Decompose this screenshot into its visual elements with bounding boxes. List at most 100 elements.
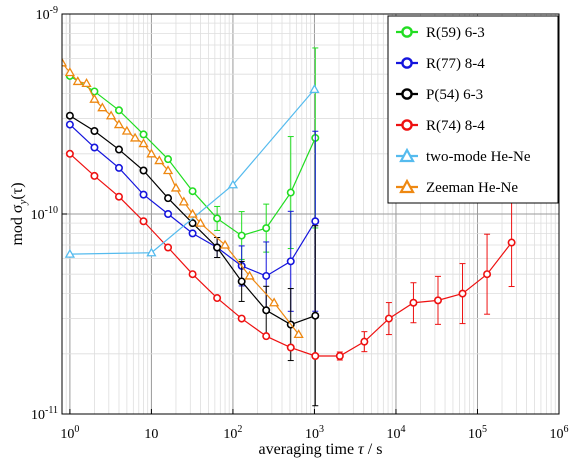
data-point (188, 270, 197, 279)
legend-marker (401, 88, 413, 100)
data-point (507, 238, 516, 247)
legend-label: two-mode He-Ne (426, 149, 531, 165)
legend-marker (399, 178, 415, 194)
x-tick-exponent: 0 (74, 424, 79, 435)
x-tick-base: 10 (386, 427, 400, 442)
data-point (164, 210, 173, 219)
data-point (97, 102, 108, 112)
x-tick-base: 10 (60, 427, 74, 442)
y-axis-label-suffix: (τ) (9, 182, 26, 199)
series-5 (62, 57, 304, 339)
data-point (195, 217, 206, 227)
legend-item: R(74) 8-4 (396, 118, 485, 134)
x-tick-label: 104 (386, 424, 405, 442)
data-point (121, 125, 132, 135)
y-axis-label-subscript: y (17, 199, 29, 205)
data-point (65, 111, 74, 120)
data-point (262, 271, 271, 280)
data-point (311, 351, 320, 360)
data-point (170, 182, 182, 192)
x-tick-base: 10 (305, 427, 319, 442)
data-point (178, 196, 189, 206)
x-tick-base: 10 (223, 427, 237, 442)
data-point (262, 332, 271, 341)
data-point (384, 314, 393, 323)
x-axis-label-suffix: / s (364, 441, 383, 458)
data-point (72, 76, 83, 86)
y-tick-exponent: -11 (45, 405, 58, 416)
data-point (162, 165, 174, 175)
series-line (69, 88, 315, 255)
legend-marker (401, 26, 413, 38)
x-axis-label: averaging time τ / s (259, 441, 383, 458)
data-point (268, 297, 280, 307)
data-point (237, 231, 246, 240)
data-point (90, 127, 99, 136)
data-point (309, 84, 320, 94)
data-point (286, 257, 295, 266)
x-tick-exponent: 6 (564, 424, 569, 435)
y-tick-label: 10-10 (31, 205, 58, 223)
y-tick-base: 10 (31, 208, 45, 223)
data-point (244, 270, 255, 280)
data-point (64, 67, 76, 77)
x-axis-label-prefix: averaging time (259, 441, 359, 458)
data-point (458, 289, 467, 298)
x-tick-label: 102 (223, 424, 242, 442)
y-tick-exponent: -10 (45, 205, 58, 216)
data-point (114, 145, 123, 154)
data-point (139, 130, 148, 139)
legend-label: R(77) 8-4 (426, 56, 485, 72)
data-point (483, 270, 492, 279)
x-tick-label: 10 (144, 427, 158, 442)
y-tick-label: 10-9 (36, 5, 58, 23)
data-point (213, 214, 222, 223)
y-tick-base: 10 (31, 408, 45, 423)
data-point (335, 351, 344, 360)
series-4 (64, 84, 320, 258)
data-point (139, 190, 148, 199)
data-point (138, 138, 149, 148)
legend: R(59) 6-3 R(77) 8-4 P(54) 6-3 R(74) 8-4 two-… (387, 15, 559, 204)
y-axis-label: mod σy(τ) (9, 182, 29, 245)
data-point (62, 57, 68, 67)
data-point (237, 314, 246, 323)
data-point (293, 329, 304, 339)
data-point (227, 179, 239, 189)
x-tick-label: 105 (468, 424, 487, 442)
data-point (65, 149, 74, 158)
legend-item: Zeeman He-Ne (396, 178, 518, 196)
x-tick-label: 100 (60, 424, 79, 442)
data-point (188, 187, 197, 196)
data-point (89, 93, 100, 103)
y-axis-label-prefix: mod σ (9, 204, 26, 245)
legend-label: P(54) 6-3 (426, 87, 483, 103)
legend-marker (401, 119, 413, 131)
data-point (237, 277, 246, 286)
x-tick-label: 103 (305, 424, 324, 442)
data-point (139, 217, 148, 226)
legend-label: R(74) 8-4 (426, 118, 485, 134)
series-line (62, 62, 300, 335)
data-point (113, 119, 125, 129)
data-point (286, 343, 295, 352)
legend-marker (401, 57, 413, 69)
data-point (286, 188, 295, 197)
x-tick-exponent: 2 (237, 424, 242, 435)
series-2 (65, 111, 320, 407)
data-point (360, 337, 369, 346)
x-tick-exponent: 3 (319, 424, 324, 435)
x-tick-base: 10 (550, 427, 564, 442)
data-point (262, 224, 271, 233)
x-tick-base: 10 (468, 427, 482, 442)
data-point (90, 143, 99, 152)
data-point (433, 296, 442, 305)
data-point (114, 163, 123, 172)
x-tick-exponent: 4 (400, 424, 405, 435)
data-point (187, 208, 198, 218)
data-point (114, 192, 123, 201)
data-point (65, 120, 74, 129)
series-3 (65, 149, 516, 361)
